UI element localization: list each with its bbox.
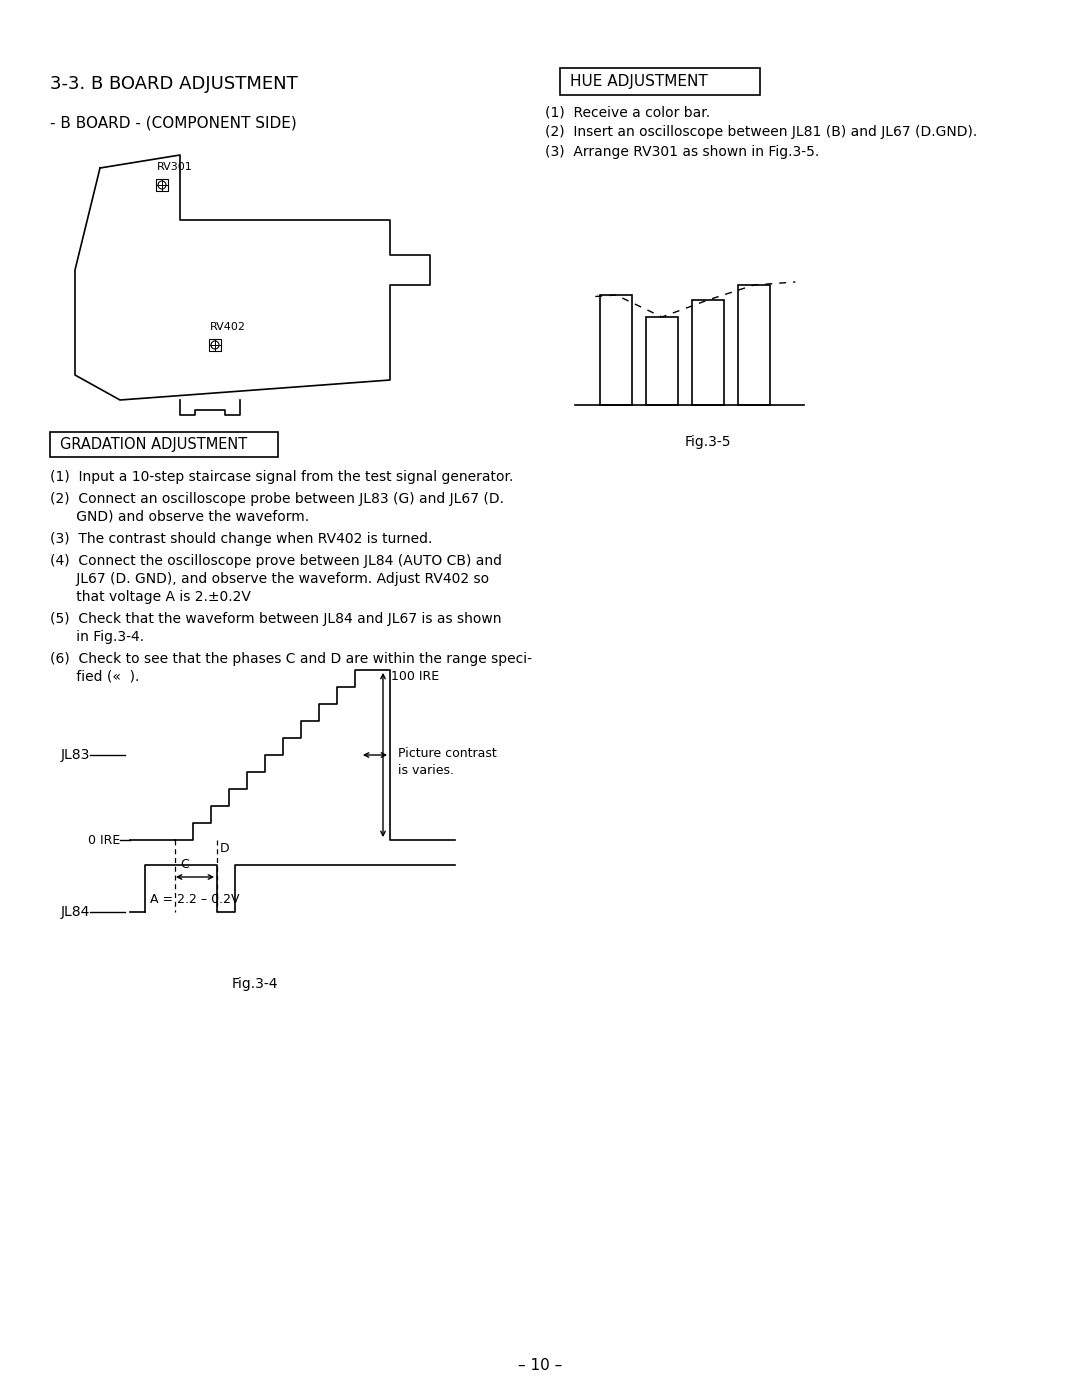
Bar [210, 339, 221, 351]
Bar [738, 285, 770, 405]
Text: GRADATION ADJUSTMENT: GRADATION ADJUSTMENT [60, 437, 247, 453]
Text: A = 2.2 – 0.2V: A = 2.2 – 0.2V [150, 893, 240, 907]
Text: (2)  Insert an oscilloscope between JL81 (B) and JL67 (D.GND).: (2) Insert an oscilloscope between JL81 … [545, 124, 977, 138]
Text: JL83: JL83 [60, 747, 90, 761]
Text: JL84: JL84 [60, 905, 90, 919]
Bar [561, 68, 760, 95]
Bar [646, 317, 678, 405]
Text: (3)  Arrange RV301 as shown in Fig.3-5.: (3) Arrange RV301 as shown in Fig.3-5. [545, 145, 820, 159]
Text: HUE ADJUSTMENT: HUE ADJUSTMENT [570, 74, 707, 89]
Text: - B BOARD - (COMPONENT SIDE): - B BOARD - (COMPONENT SIDE) [50, 115, 297, 130]
Text: (1)  Input a 10-step staircase signal from the test signal generator.: (1) Input a 10-step staircase signal fro… [50, 469, 513, 483]
Text: fied («  ).: fied (« ). [50, 671, 139, 685]
Text: 0 IRE: 0 IRE [87, 834, 120, 847]
Text: (3)  The contrast should change when RV402 is turned.: (3) The contrast should change when RV40… [50, 532, 432, 546]
Text: that voltage A is 2.±0.2V: that voltage A is 2.±0.2V [50, 590, 251, 604]
Bar [692, 300, 724, 405]
Text: (5)  Check that the waveform between JL84 and JL67 is as shown: (5) Check that the waveform between JL84… [50, 612, 501, 626]
Text: Picture contrast
is varies.: Picture contrast is varies. [399, 747, 497, 777]
Text: RV301: RV301 [157, 162, 192, 172]
Bar [156, 179, 168, 191]
Text: (4)  Connect the oscilloscope prove between JL84 (AUTO CB) and: (4) Connect the oscilloscope prove betwe… [50, 555, 502, 569]
Text: (6)  Check to see that the phases C and D are within the range speci-: (6) Check to see that the phases C and D… [50, 652, 532, 666]
Text: Fig.3-5: Fig.3-5 [685, 434, 731, 448]
Text: Fig.3-4: Fig.3-4 [232, 977, 279, 990]
Bar [600, 295, 632, 405]
Text: JL67 (D. GND), and observe the waveform. Adjust RV402 so: JL67 (D. GND), and observe the waveform.… [50, 571, 489, 585]
Text: in Fig.3-4.: in Fig.3-4. [50, 630, 144, 644]
Text: 100 IRE: 100 IRE [391, 671, 440, 683]
Text: 3-3. B BOARD ADJUSTMENT: 3-3. B BOARD ADJUSTMENT [50, 75, 298, 94]
Text: (2)  Connect an oscilloscope probe between JL83 (G) and JL67 (D.: (2) Connect an oscilloscope probe betwee… [50, 492, 504, 506]
Bar [50, 432, 278, 457]
Text: – 10 –: – 10 – [518, 1358, 562, 1372]
Text: RV402: RV402 [210, 321, 246, 332]
Text: D: D [220, 842, 230, 855]
Text: GND) and observe the waveform.: GND) and observe the waveform. [50, 510, 309, 524]
Text: C: C [180, 858, 189, 870]
Text: (1)  Receive a color bar.: (1) Receive a color bar. [545, 105, 711, 119]
